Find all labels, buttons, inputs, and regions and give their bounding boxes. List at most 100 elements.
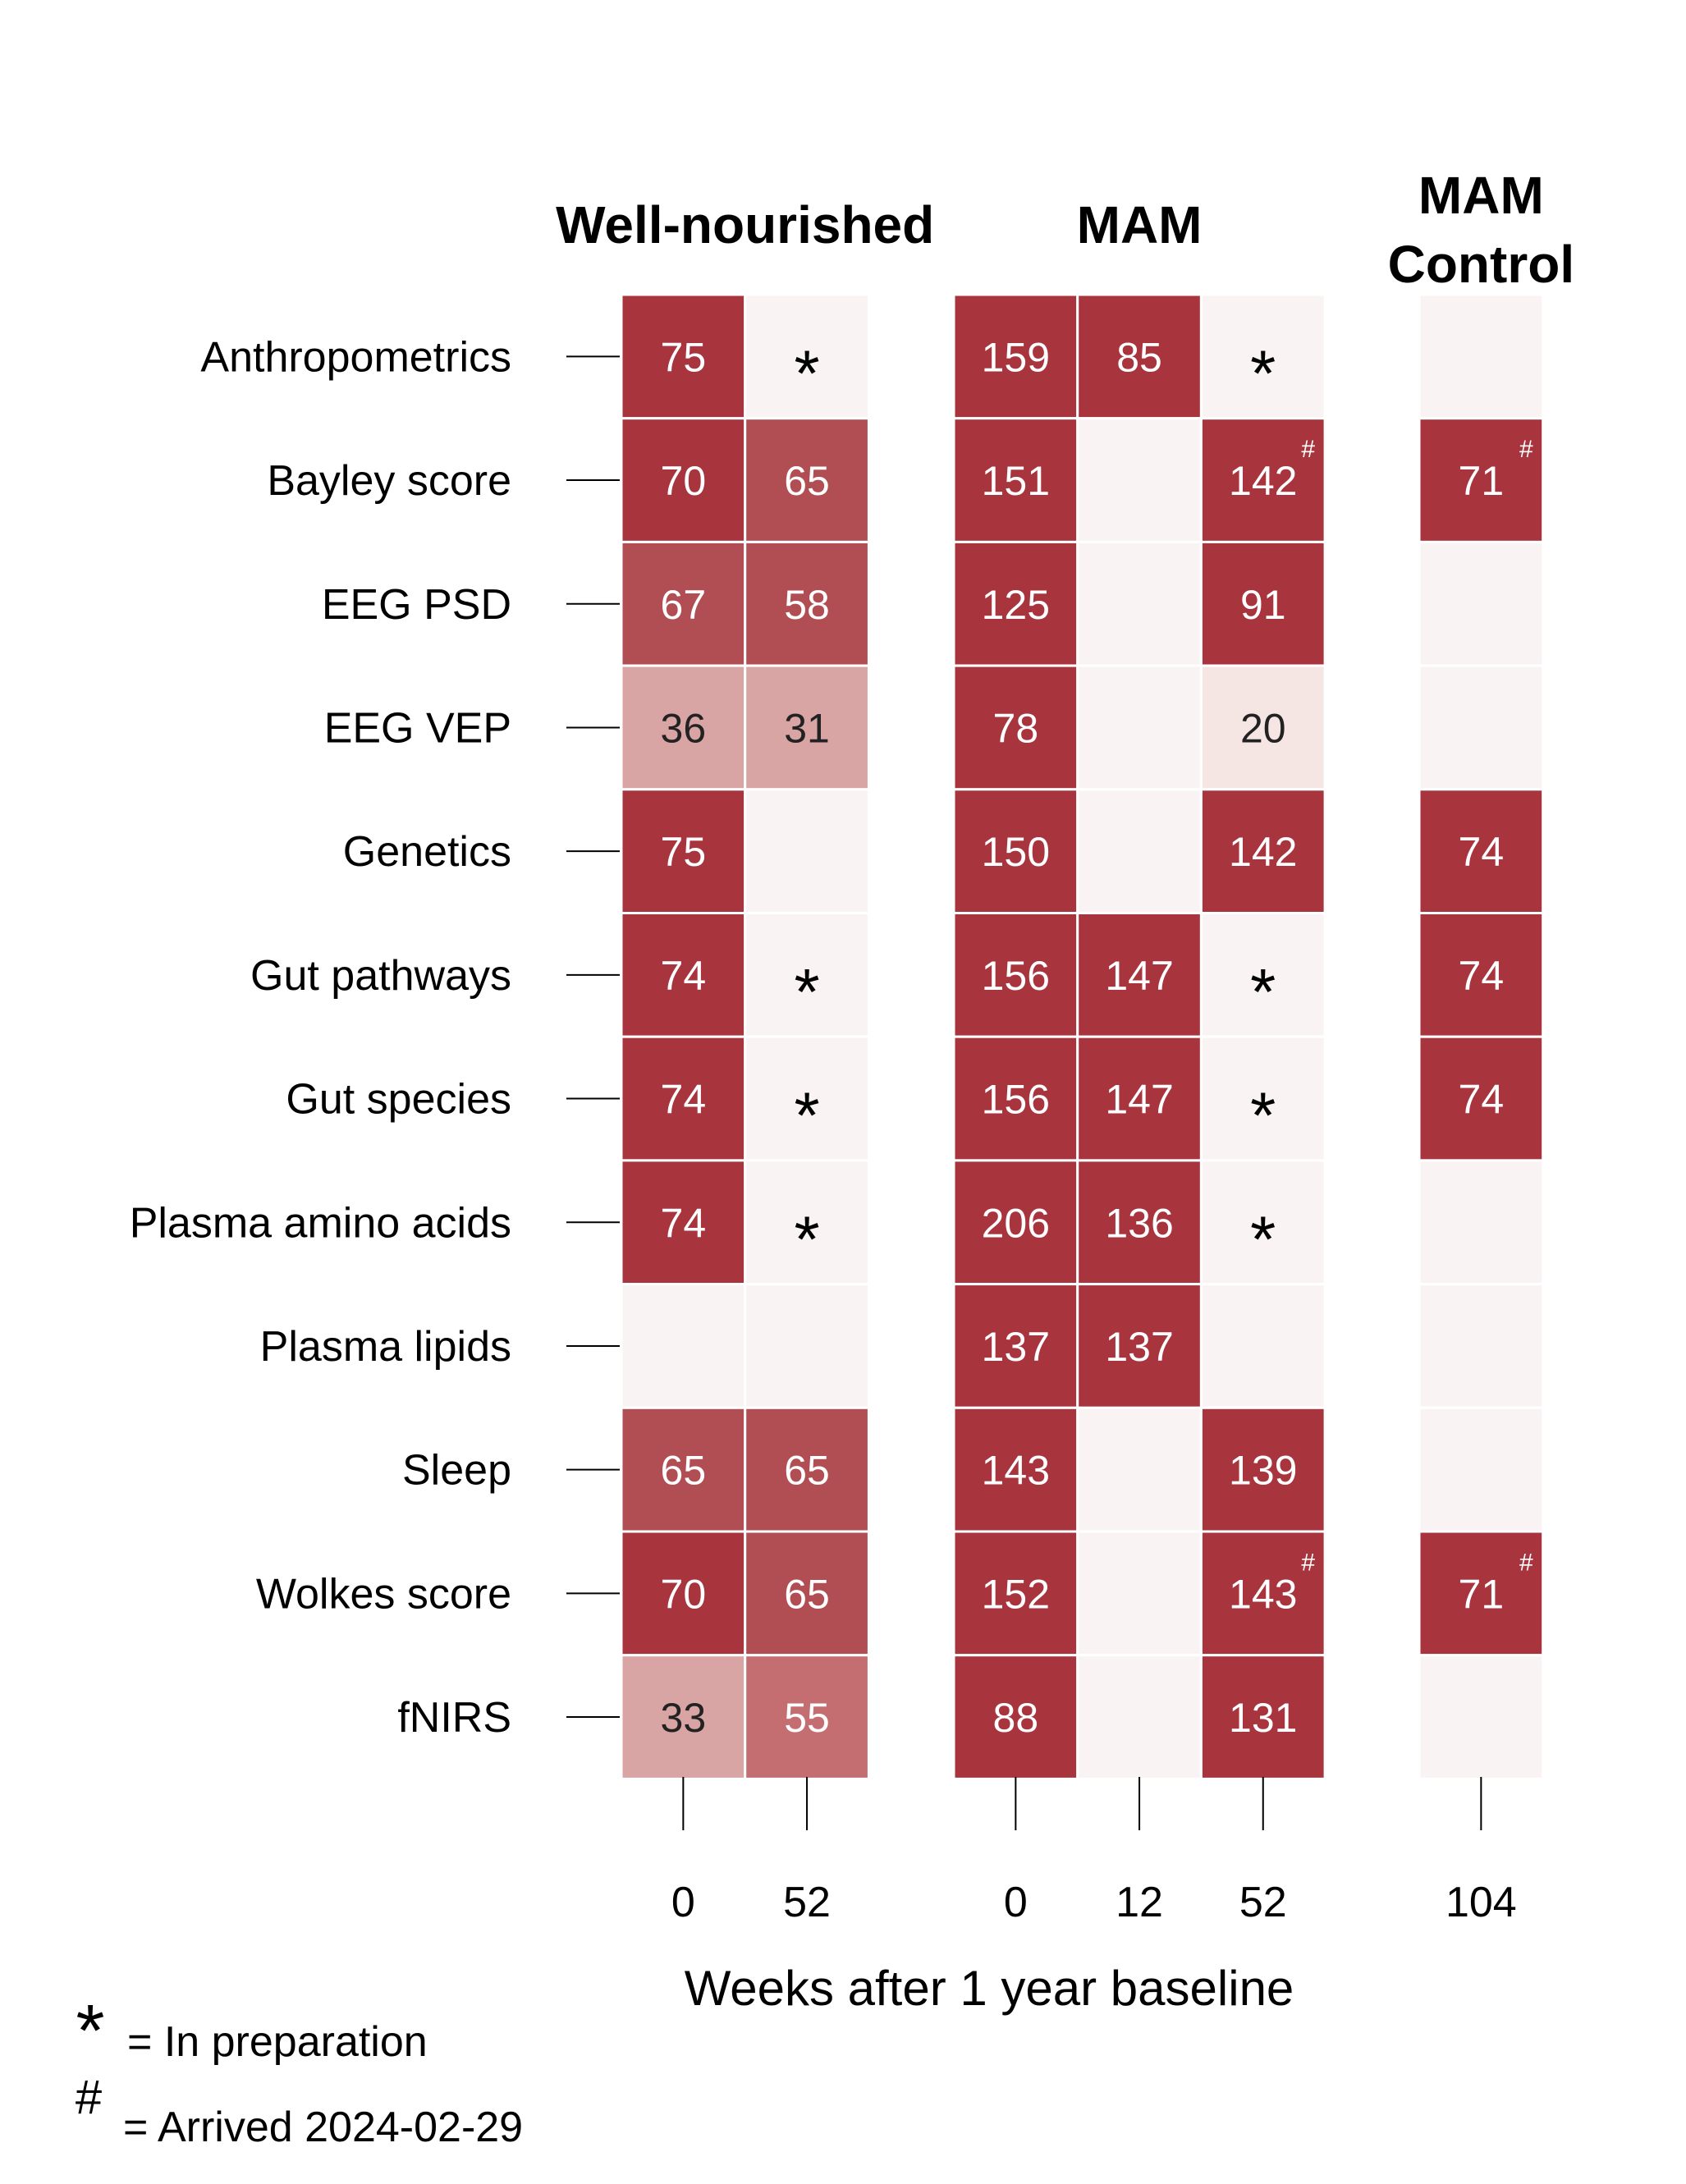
heatmap-cell [1076,1035,1203,1162]
cell-value: 65 [661,1448,707,1494]
legend-hash-symbol: # [76,2071,102,2124]
cell-value: 33 [661,1695,707,1741]
heatmap-cell [1199,1159,1326,1286]
heatmap-cell [620,664,747,791]
heatmap-cell [1076,664,1203,791]
heatmap-cell [620,1530,747,1657]
cell-value: 36 [661,705,707,751]
heatmap-cell [1418,293,1545,420]
cell-value: 65 [784,1448,830,1494]
cell-value: 55 [784,1695,830,1741]
cell-value: 147 [1105,1077,1173,1123]
heatmap-cell [1199,293,1326,420]
heatmap-cell [952,293,1079,420]
heatmap-cell [1418,540,1545,667]
row-label: Genetics [343,828,511,876]
heatmap-cell [1076,788,1203,914]
cell-value: 71 [1459,1571,1505,1617]
group-title: Control [1388,235,1575,294]
in-preparation-marker: * [1250,1202,1276,1275]
heatmap-cell [952,912,1079,1038]
x-axis-label: Weeks after 1 year baseline [685,1961,1294,2016]
cell-value: 70 [661,458,707,504]
row-label: fNIRS [397,1694,511,1742]
group-title: Well-nourished [556,195,934,254]
in-preparation-marker: * [794,955,819,1028]
heatmap-cell [620,912,747,1038]
heatmap-cell [744,788,870,914]
cell-value: 125 [982,582,1050,628]
heatmap-cell [1076,1159,1203,1286]
cell-value: 85 [1116,334,1162,380]
group-title: MAM [1418,166,1544,225]
cell-value: 137 [1105,1324,1173,1370]
cell-value: 137 [982,1324,1050,1370]
cell-value: 58 [784,582,830,628]
arrived-marker: # [1301,436,1315,463]
heatmap-cell [1076,1406,1203,1533]
heatmap-cell [1418,1159,1545,1286]
row-label: Plasma lipids [260,1323,511,1371]
heatmap-cell [1418,664,1545,791]
heatmap-cell [1418,1283,1545,1409]
x-tick-label: 52 [1239,1879,1287,1926]
heatmap-cell [1199,417,1326,543]
cell-value: 74 [661,953,707,999]
cell-value: 78 [993,705,1039,751]
row-label: Gut pathways [250,952,511,1000]
in-preparation-marker: * [1250,337,1276,410]
cell-value: 156 [982,1077,1050,1123]
cell-value: 67 [661,582,707,628]
row-label: Anthropometrics [200,333,511,381]
cell-value: 142 [1229,458,1297,504]
heatmap-cell [744,417,870,543]
heatmap-cell [744,664,870,791]
x-tick-label: 12 [1116,1879,1163,1926]
heatmap-cell [620,1654,747,1780]
heatmap-cell [1076,1654,1203,1780]
heatmap-cell [744,912,870,1038]
heatmap-cell [1076,1530,1203,1657]
heatmap-cell [1418,1654,1545,1780]
heatmap-cell [1199,1035,1326,1162]
group-title: MAM [1077,195,1203,254]
cell-value: 139 [1229,1448,1297,1494]
heatmap-cell [620,788,747,914]
in-preparation-marker: * [794,337,819,410]
cell-value: 143 [982,1448,1050,1494]
cell-value: 142 [1229,829,1297,875]
in-preparation-marker: * [1250,955,1276,1028]
heatmap-cell [1199,540,1326,667]
x-tick-label: 0 [1004,1879,1028,1926]
cell-value: 151 [982,458,1050,504]
heatmap-cell [620,1283,747,1409]
cell-value: 71 [1459,458,1505,504]
heatmap-cell [952,1654,1079,1780]
heatmap-cell [744,1530,870,1657]
legend-text: = In preparation [127,2018,428,2066]
row-label: Bayley score [267,457,511,505]
in-preparation-marker: * [794,1079,819,1152]
cell-value: 147 [1105,953,1173,999]
cell-value: 75 [661,334,707,380]
cell-value: 74 [661,1077,707,1123]
legend-asterisk-symbol: * [76,1990,104,2072]
cell-value: 74 [1459,1077,1505,1123]
x-tick-label: 0 [671,1879,695,1926]
heatmap-cell [952,1035,1079,1162]
legend-text: = Arrived 2024-02-29 [123,2104,523,2151]
row-label: Gut species [286,1076,511,1124]
cell-value: 75 [661,829,707,875]
cell-value: 70 [661,1571,707,1617]
heatmap-cell [1199,1654,1326,1780]
cell-value: 150 [982,829,1050,875]
cell-value: 74 [661,1200,707,1246]
heatmap-cell [744,1283,870,1409]
heatmap-cell [952,540,1079,667]
heatmap-cell [1418,788,1545,914]
x-tick-label: 52 [783,1879,831,1926]
heatmap-cell [1199,912,1326,1038]
cell-value: 143 [1229,1571,1297,1617]
heatmap-cell [952,1530,1079,1657]
